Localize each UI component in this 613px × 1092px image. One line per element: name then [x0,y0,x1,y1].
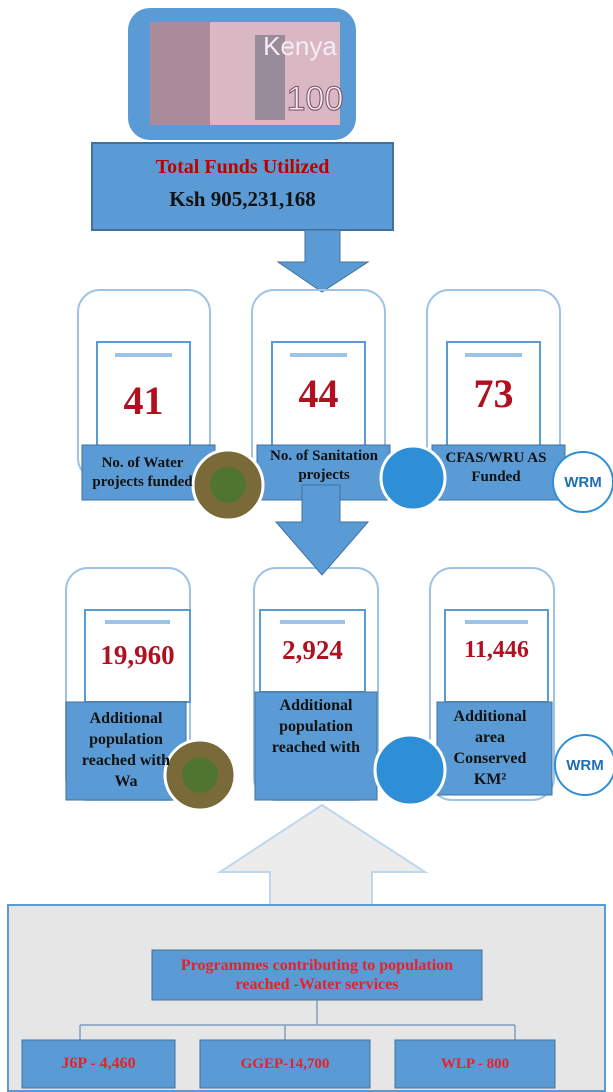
programme: WLP - 800 [395,1040,555,1088]
project-label: No. of Water projects funded [90,447,195,499]
arrow-up [220,805,425,910]
project-count: 73 [447,358,540,428]
project-label: CFAS/WRU AS Funded [440,447,552,489]
reach-count: 2,924 [260,625,365,675]
reach-label: Additional population reached with Wa [70,705,182,795]
banknote-denomination: 100 [287,80,344,118]
total-value: Ksh 905,231,168 [92,183,393,215]
wrm-logo: WRM [555,470,611,494]
project-count: 41 [97,365,190,435]
programme: J6P - 4,460 [22,1040,175,1088]
total-title: Total Funds Utilized [92,152,393,182]
banknote-portrait [150,22,210,125]
project-count: 44 [272,358,365,428]
reach-label: Additional area Conserved KM² [440,705,540,790]
infographic: Kenya 100 Total Funds Utilized Ksh 905,2 [0,0,613,1092]
programmes-title: Programmes contributing to population re… [160,952,474,998]
banknote-country: Kenya [263,31,337,61]
reach-label: Additional population reached with [262,695,370,785]
reach-count: 11,446 [445,625,548,675]
reach-count: 19,960 [85,630,190,680]
programme: GGEP-14,700 [200,1040,370,1088]
arrow-down [278,230,368,292]
wrm-logo: WRM [557,753,613,777]
project-label: No. of Sanitation projects [268,447,380,499]
